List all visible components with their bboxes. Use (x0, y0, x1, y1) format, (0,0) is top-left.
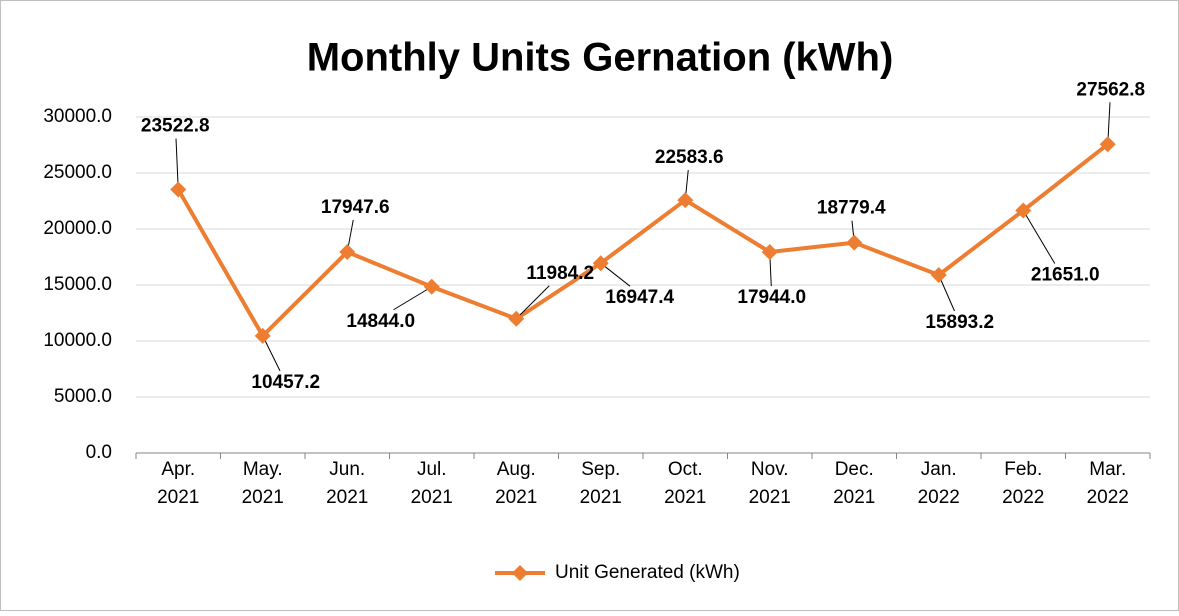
x-tick-label-line: May. (243, 459, 283, 480)
leader-line (938, 274, 955, 312)
x-tick-label-line: 2021 (749, 487, 791, 508)
x-tick-label-line: Mar. (1089, 459, 1126, 480)
y-tick-label: 20000.0 (43, 218, 112, 239)
marker (592, 255, 609, 272)
x-tick-label-line: 2021 (326, 487, 368, 508)
x-tick-label-line: 2021 (242, 487, 284, 508)
marker (254, 327, 271, 344)
data-label: 17944.0 (737, 287, 806, 308)
x-tick-label: Jun. 2021 (326, 459, 368, 508)
x-tick-label: Apr. 2021 (157, 459, 199, 508)
x-tick-label: Mar. 2022 (1087, 459, 1129, 508)
marker (761, 244, 778, 261)
leader-line (1022, 210, 1056, 264)
x-tick-label: Jan. 2022 (918, 459, 960, 508)
x-tick-label-line: Jun. (329, 459, 365, 480)
data-label: 22583.6 (655, 147, 724, 168)
x-tick-label-line: Jul. (417, 459, 447, 480)
x-tick-label-line: Nov. (751, 459, 789, 480)
marker (930, 266, 947, 283)
leader-line (393, 286, 433, 311)
x-tick-label-line: 2021 (157, 487, 199, 508)
legend-marker (512, 565, 528, 581)
data-label: 27562.8 (1076, 79, 1145, 100)
y-tick-label: 0.0 (86, 442, 112, 463)
data-label: 21651.0 (1031, 265, 1100, 286)
marker (1015, 202, 1032, 219)
data-label: 11984.2 (526, 263, 594, 284)
x-tick-label-line: Apr. (161, 459, 195, 480)
leader-line (600, 262, 631, 287)
x-tick-label: Feb. 2022 (1002, 459, 1044, 508)
leader-line (262, 335, 281, 372)
marker (423, 278, 440, 295)
data-label: 23522.8 (141, 116, 210, 137)
x-tick-label: Dec. 2021 (833, 459, 875, 508)
marker (1099, 136, 1116, 153)
x-tick-label-line: 2022 (1002, 487, 1044, 508)
x-tick-label: Nov. 2021 (749, 459, 791, 508)
data-label: 14844.0 (346, 311, 415, 332)
y-tick-label: 15000.0 (43, 274, 112, 295)
x-tick-label: Oct. 2021 (664, 459, 706, 508)
x-tick-label-line: 2021 (580, 487, 622, 508)
x-tick-label-line: 2021 (833, 487, 875, 508)
data-label: 17947.6 (321, 197, 390, 218)
data-label: 10457.2 (251, 372, 320, 393)
y-tick-label: 25000.0 (43, 162, 112, 183)
x-tick-label-line: Oct. (668, 459, 703, 480)
legend-label: Unit Generated (kWh) (555, 562, 740, 583)
x-tick-label-line: 2021 (495, 487, 537, 508)
marker (508, 310, 525, 327)
marker (846, 234, 863, 251)
marker (677, 192, 694, 209)
data-label: 16947.4 (605, 287, 674, 308)
leader-line (175, 138, 179, 190)
x-tick-label: May. 2021 (242, 459, 284, 508)
x-tick-label-line: Sep. (581, 459, 620, 480)
x-tick-label: Jul. 2021 (411, 459, 453, 508)
data-label: 18779.4 (817, 198, 886, 219)
x-tick-label: Aug. 2021 (495, 459, 537, 508)
x-tick-label-line: Aug. (497, 459, 536, 480)
y-tick-label: 30000.0 (43, 106, 112, 127)
data-label: 15893.2 (925, 312, 994, 333)
y-tick-label: 10000.0 (43, 330, 112, 351)
x-tick-label-line: Dec. (835, 459, 874, 480)
y-tick-label: 5000.0 (54, 386, 112, 407)
x-tick-label: Sep. 2021 (580, 459, 622, 508)
chart-title: Monthly Units Gernation (kWh) (307, 36, 894, 80)
x-tick-label-line: Jan. (921, 459, 957, 480)
x-tick-label-line: 2022 (1087, 487, 1129, 508)
x-tick-label-line: 2022 (918, 487, 960, 508)
x-tick-label-line: Feb. (1004, 459, 1042, 480)
marker (170, 181, 187, 198)
x-tick-label-line: 2021 (664, 487, 706, 508)
marker (339, 243, 356, 260)
series-line (176, 142, 1109, 338)
x-tick-label-line: 2021 (411, 487, 453, 508)
leader-line (515, 285, 550, 320)
